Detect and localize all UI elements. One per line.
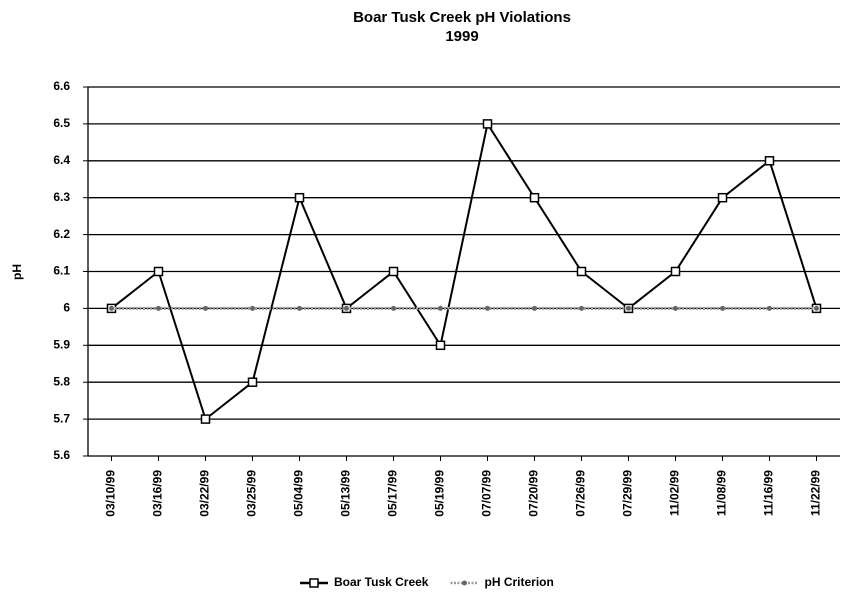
y-tick-label: 6.4 xyxy=(53,153,70,167)
x-tick-label: 07/29/99 xyxy=(621,470,635,517)
data-point xyxy=(670,266,681,277)
data-point xyxy=(344,305,349,311)
x-tick-label: 07/20/99 xyxy=(527,470,541,517)
x-tick-label: 03/22/99 xyxy=(198,470,212,517)
data-point xyxy=(203,305,208,311)
data-point xyxy=(156,305,161,311)
y-tick-label: 6.5 xyxy=(53,116,70,130)
data-point xyxy=(673,305,678,311)
legend-marker xyxy=(461,580,467,586)
data-point xyxy=(153,266,164,277)
data-point xyxy=(297,305,302,311)
y-axis-label: pH xyxy=(10,264,24,280)
data-point xyxy=(435,340,446,351)
data-point xyxy=(391,305,396,311)
data-point xyxy=(576,266,587,277)
chart-title: Boar Tusk Creek pH Violations xyxy=(353,9,571,26)
y-tick-label: 5.6 xyxy=(53,448,70,462)
x-tick-label: 05/04/99 xyxy=(292,470,306,517)
y-tick-label: 6.1 xyxy=(53,264,70,278)
x-tick-label: 11/02/99 xyxy=(668,470,682,516)
y-tick-label: 6.2 xyxy=(53,227,70,241)
x-tick-label: 03/16/99 xyxy=(151,470,165,517)
y-tick-label: 6.3 xyxy=(53,190,70,204)
data-point xyxy=(767,305,772,311)
data-point xyxy=(250,305,255,311)
data-point xyxy=(294,192,305,203)
y-tick-label: 6.6 xyxy=(53,79,70,93)
x-tick-label: 05/17/99 xyxy=(386,470,400,517)
x-tick-label: 07/26/99 xyxy=(574,470,588,517)
data-point xyxy=(482,119,493,129)
x-tick-label: 11/16/99 xyxy=(762,470,776,516)
data-point xyxy=(532,305,537,311)
chart-subtitle: 1999 xyxy=(445,28,478,45)
data-point xyxy=(200,414,211,424)
y-tick-label: 5.8 xyxy=(53,374,70,388)
legend-label: pH Criterion xyxy=(484,575,553,589)
data-point xyxy=(717,192,728,203)
data-point xyxy=(529,192,540,203)
legend-marker xyxy=(309,578,319,588)
data-point xyxy=(438,305,443,311)
x-tick-label: 11/22/99 xyxy=(809,470,823,516)
x-tick-label: 05/13/99 xyxy=(339,470,353,517)
series-line xyxy=(110,121,818,421)
data-point xyxy=(109,305,114,311)
y-tick-label: 6 xyxy=(63,301,70,315)
data-point xyxy=(764,156,775,166)
x-tick-label: 03/25/99 xyxy=(245,470,259,517)
y-tick-label: 5.7 xyxy=(53,411,70,425)
data-point xyxy=(485,305,490,311)
x-tick-label: 07/07/99 xyxy=(480,470,494,517)
legend-label: Boar Tusk Creek xyxy=(334,575,429,589)
data-point xyxy=(720,305,725,311)
x-tick-label: 05/19/99 xyxy=(433,470,447,517)
data-point xyxy=(388,266,399,277)
y-tick-label: 5.9 xyxy=(53,337,70,351)
x-tick-label: 03/10/99 xyxy=(104,470,118,517)
x-tick-label: 11/08/99 xyxy=(715,470,729,516)
data-point xyxy=(814,305,819,311)
data-point xyxy=(247,377,258,387)
data-point xyxy=(626,305,631,311)
data-point xyxy=(579,305,584,311)
